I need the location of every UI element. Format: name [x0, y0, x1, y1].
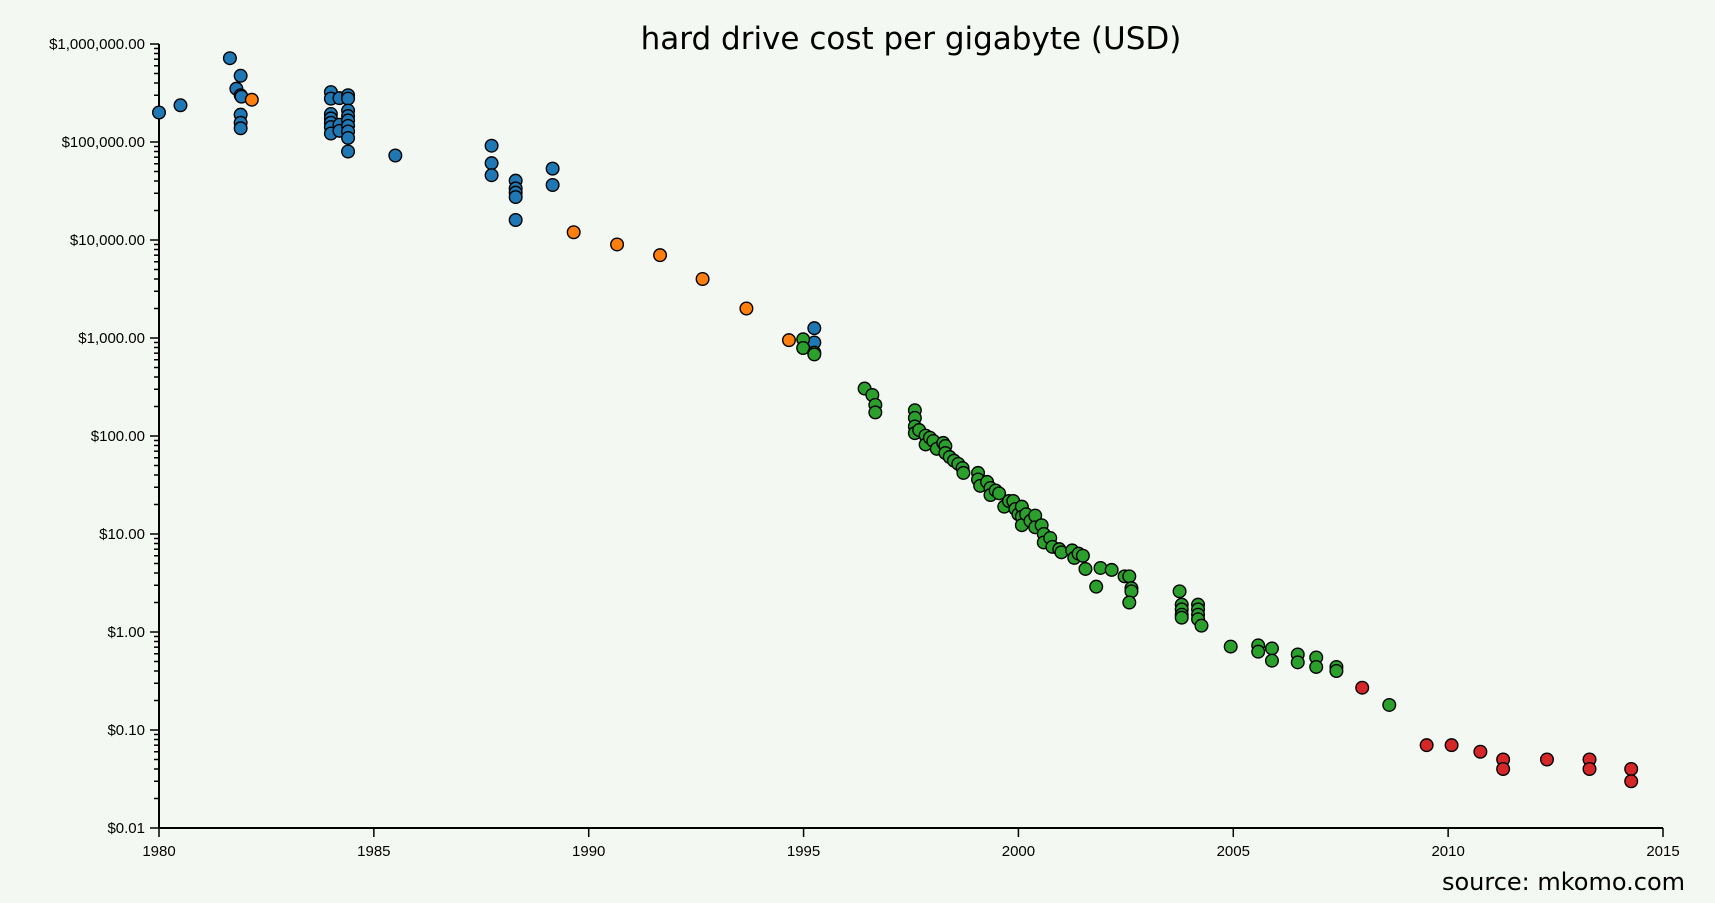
data-point [484, 168, 499, 183]
data-point [781, 333, 796, 348]
data-point [341, 91, 356, 106]
data-point [1624, 761, 1639, 776]
data-point [508, 190, 523, 205]
data-point [1309, 659, 1324, 674]
data-point [484, 156, 499, 171]
data-point [173, 98, 188, 113]
x-tick-label: 1995 [787, 843, 820, 860]
y-tick-label: $1.00 [107, 624, 145, 641]
data-point [992, 486, 1007, 501]
data-point [1075, 548, 1090, 563]
x-tick-label: 2005 [1217, 843, 1250, 860]
x-tick-label: 2010 [1431, 843, 1464, 860]
data-point [1582, 761, 1597, 776]
data-point [1496, 761, 1511, 776]
data-point [1329, 663, 1344, 678]
data-point [1122, 569, 1137, 584]
data-points [151, 51, 1639, 789]
data-point [1122, 595, 1137, 610]
data-point [1172, 584, 1187, 599]
data-point [1539, 752, 1554, 767]
axes: $1,000,000.00 $100,000.00 $10,000.00 $1,000… [49, 36, 1680, 860]
data-point [1124, 584, 1139, 599]
data-point [610, 237, 625, 252]
y-tick-label: $1,000,000.00 [49, 36, 145, 53]
data-point [233, 121, 248, 136]
data-point [1355, 680, 1370, 695]
data-point [233, 68, 248, 83]
x-tick-label: 1980 [142, 843, 175, 860]
data-point [1104, 562, 1119, 577]
data-point [739, 301, 754, 316]
data-point [508, 212, 523, 227]
data-point [1382, 697, 1397, 712]
y-tick-label: $0.01 [107, 820, 145, 837]
x-tick-label: 1990 [572, 843, 605, 860]
data-point [1290, 655, 1305, 670]
data-point [1264, 641, 1279, 656]
data-point [1264, 653, 1279, 668]
source-note: source: mkomo.com [1442, 868, 1685, 896]
y-tick-label: $1,000.00 [78, 330, 145, 347]
data-point [388, 148, 403, 163]
data-point [653, 248, 668, 263]
data-point [244, 92, 259, 107]
y-tick-label: $10.00 [99, 526, 145, 543]
y-tick-label: $100,000.00 [62, 134, 145, 151]
data-point [1444, 738, 1459, 753]
data-point [566, 225, 581, 240]
data-point [341, 130, 356, 145]
data-point [868, 405, 883, 420]
x-tick-label: 1985 [357, 843, 390, 860]
data-point [341, 144, 356, 159]
data-point [1419, 738, 1434, 753]
data-point [807, 347, 822, 362]
data-point [484, 138, 499, 153]
data-point [545, 178, 560, 193]
data-point [695, 271, 710, 286]
data-point [1223, 639, 1238, 654]
data-point [1174, 610, 1189, 625]
data-point [222, 51, 237, 66]
y-tick-label: $0.10 [107, 722, 145, 739]
data-point [1624, 774, 1639, 789]
data-point [1251, 644, 1266, 659]
data-point [545, 161, 560, 176]
y-tick-label: $10,000.00 [70, 232, 145, 249]
chart-title: hard drive cost per gigabyte (USD) [641, 21, 1182, 57]
data-point [1089, 579, 1104, 594]
x-tick-label: 2015 [1646, 843, 1679, 860]
data-point [1078, 561, 1093, 576]
data-point [807, 321, 822, 336]
x-tick-label: 2000 [1002, 843, 1035, 860]
data-point [1194, 618, 1209, 633]
data-point [151, 105, 166, 120]
data-point [1093, 560, 1108, 575]
data-point [1473, 744, 1488, 759]
y-tick-label: $100.00 [91, 428, 145, 445]
data-point [956, 465, 971, 480]
